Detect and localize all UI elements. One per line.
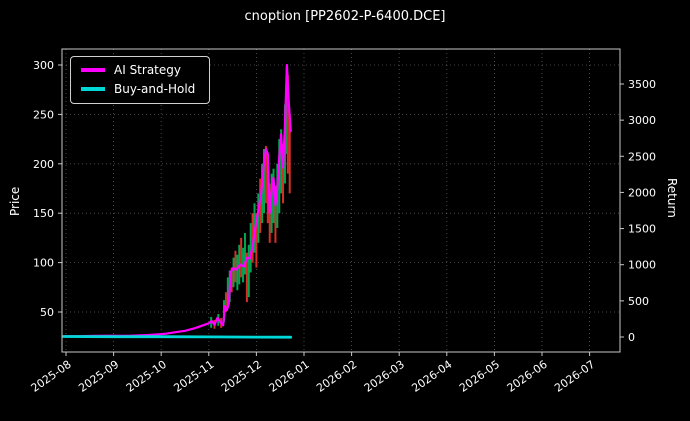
buy-and-hold-line-swatch: [81, 87, 105, 91]
grid: [62, 49, 620, 352]
chart-title: cnoption [PP2602-P-6400.DCE]: [244, 9, 446, 24]
left-tick-label: 300: [33, 59, 54, 72]
plot-border: [61, 48, 621, 353]
left-axis-ticks: 50 100 150 200 250 300: [33, 59, 62, 319]
right-tick-label: 2500: [628, 150, 656, 163]
right-tick-label: 500: [628, 295, 649, 308]
right-tick-label: 1000: [628, 259, 656, 272]
x-tick-label: 2026-03: [362, 358, 407, 395]
legend-label-ai-strategy: AI Strategy: [114, 63, 181, 77]
left-tick-label: 100: [33, 257, 54, 270]
right-tick-label: 1500: [628, 223, 656, 236]
x-tick-label: 2026-04: [409, 358, 454, 395]
x-axis-ticks: 2025-08 2025-09 2025-10 2025-11 2025-12 2026-…: [29, 352, 597, 395]
left-tick-label: 150: [33, 207, 54, 220]
series-buy-and-hold: [62, 335, 293, 339]
right-tick-label: 3000: [628, 114, 656, 127]
left-tick-label: 200: [33, 158, 54, 171]
x-tick-label: 2025-11: [171, 358, 216, 395]
x-tick-label: 2025-09: [76, 358, 121, 395]
x-tick-label: 2026-06: [505, 358, 550, 395]
left-tick-label: 250: [33, 108, 54, 121]
x-tick-label: 2026-05: [457, 358, 502, 395]
legend-item-ai-strategy: AI Strategy: [81, 64, 195, 76]
right-axis-label: Return: [665, 178, 679, 218]
x-tick-label: 2025-12: [219, 358, 264, 395]
legend: AI Strategy Buy-and-Hold: [70, 56, 211, 104]
legend-item-buy-and-hold: Buy-and-Hold: [81, 83, 195, 95]
x-tick-label: 2026-07: [552, 358, 597, 395]
x-tick-label: 2025-08: [29, 358, 74, 395]
x-tick-label: 2026-02: [314, 358, 359, 395]
right-tick-label: 0: [628, 331, 635, 344]
legend-label-buy-and-hold: Buy-and-Hold: [114, 82, 196, 96]
right-axis-ticks: 0 500 1000 1500 2000 2500 3000 3500: [620, 78, 656, 344]
ai-strategy-line-swatch: [81, 68, 105, 72]
x-tick-label: 2025-10: [124, 358, 169, 395]
x-tick-label: 2026-01: [267, 358, 312, 395]
left-tick-label: 50: [40, 306, 54, 319]
right-tick-label: 3500: [628, 78, 656, 91]
series-ai-strategy: [62, 63, 292, 338]
left-axis-label: Price: [8, 186, 22, 216]
right-tick-label: 2000: [628, 186, 656, 199]
